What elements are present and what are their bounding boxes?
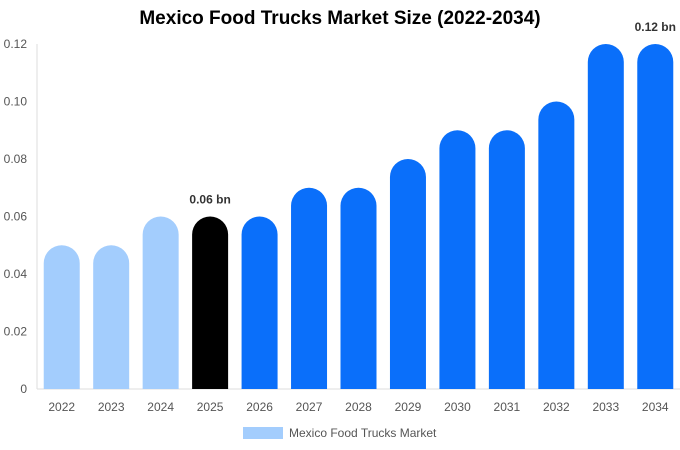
chart-bars — [43, 44, 674, 390]
y-tick-label: 0.12 — [4, 37, 28, 51]
bar-2030 — [439, 130, 476, 390]
x-tick-label: 2031 — [494, 400, 521, 414]
y-tick-label: 0.08 — [4, 152, 28, 166]
x-tick-label: 2028 — [345, 400, 372, 414]
x-tick-label: 2032 — [543, 400, 570, 414]
x-tick-label: 2022 — [48, 400, 75, 414]
bar-2034 — [637, 44, 674, 389]
bar-2024 — [142, 216, 179, 389]
bar-2028 — [340, 187, 377, 389]
x-tick-labels: 2022 2023 2024 2025 2026 2027 2028 2029 2030 2031… — [48, 400, 669, 414]
y-tick-label: 0.06 — [4, 210, 28, 224]
bar-2023 — [93, 245, 130, 389]
y-tick-label: 0.02 — [4, 325, 28, 339]
x-tick-label: 2027 — [296, 400, 323, 414]
x-tick-label: 2034 — [642, 400, 669, 414]
x-tick-label: 2029 — [395, 400, 422, 414]
bar-2025 — [192, 216, 229, 389]
x-tick-label: 2033 — [592, 400, 619, 414]
legend: Mexico Food Trucks Market — [243, 426, 436, 440]
x-tick-label: 2024 — [147, 400, 174, 414]
data-label: 0.06 bn — [189, 193, 230, 207]
x-tick-label: 2030 — [444, 400, 471, 414]
chart-title: Mexico Food Trucks Market Size (2022-203… — [139, 8, 541, 29]
y-tick-label: 0.10 — [4, 95, 28, 109]
bar-2022 — [43, 245, 80, 389]
bar-2032 — [538, 101, 575, 389]
y-tick-labels: 0 0.02 0.04 0.06 0.08 0.10 0.12 — [4, 37, 28, 396]
y-tick-label: 0.04 — [4, 267, 28, 281]
legend-swatch — [243, 427, 283, 439]
x-tick-label: 2026 — [246, 400, 273, 414]
bar-2027 — [291, 187, 328, 389]
x-tick-label: 2023 — [98, 400, 125, 414]
bar-2031 — [488, 130, 525, 389]
data-labels: 0.06 bn 0.12 bn — [189, 20, 676, 207]
legend-label: Mexico Food Trucks Market — [289, 426, 437, 440]
bar-2033 — [587, 44, 624, 389]
data-label: 0.12 bn — [635, 20, 676, 34]
y-tick-label: 0 — [20, 382, 27, 396]
bar-2026 — [241, 216, 278, 389]
x-tick-label: 2025 — [197, 400, 224, 414]
bar-2029 — [389, 159, 426, 389]
